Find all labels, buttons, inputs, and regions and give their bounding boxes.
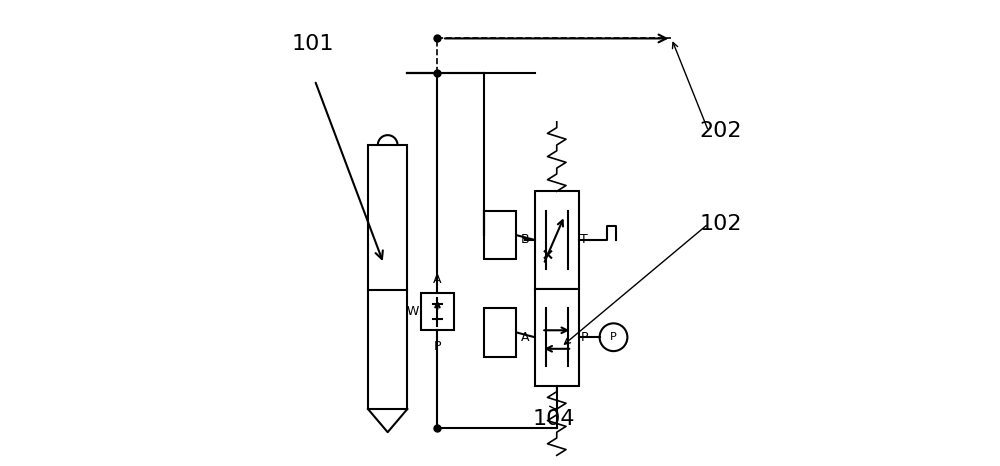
Text: 202: 202 — [699, 121, 742, 141]
Text: B: B — [521, 233, 530, 247]
Bar — [421, 293, 454, 330]
Text: P: P — [581, 331, 588, 344]
Bar — [535, 288, 579, 386]
Bar — [535, 192, 579, 288]
Text: A: A — [521, 331, 530, 344]
Bar — [484, 211, 516, 260]
Text: P: P — [610, 332, 617, 342]
Bar — [368, 145, 407, 409]
Text: 104: 104 — [532, 409, 575, 429]
Text: T: T — [580, 233, 588, 247]
Text: 101: 101 — [292, 34, 334, 54]
Text: W: W — [407, 305, 419, 318]
Text: 102: 102 — [699, 214, 742, 234]
Bar — [484, 308, 516, 356]
Text: P: P — [434, 340, 441, 353]
Text: A: A — [433, 273, 442, 286]
